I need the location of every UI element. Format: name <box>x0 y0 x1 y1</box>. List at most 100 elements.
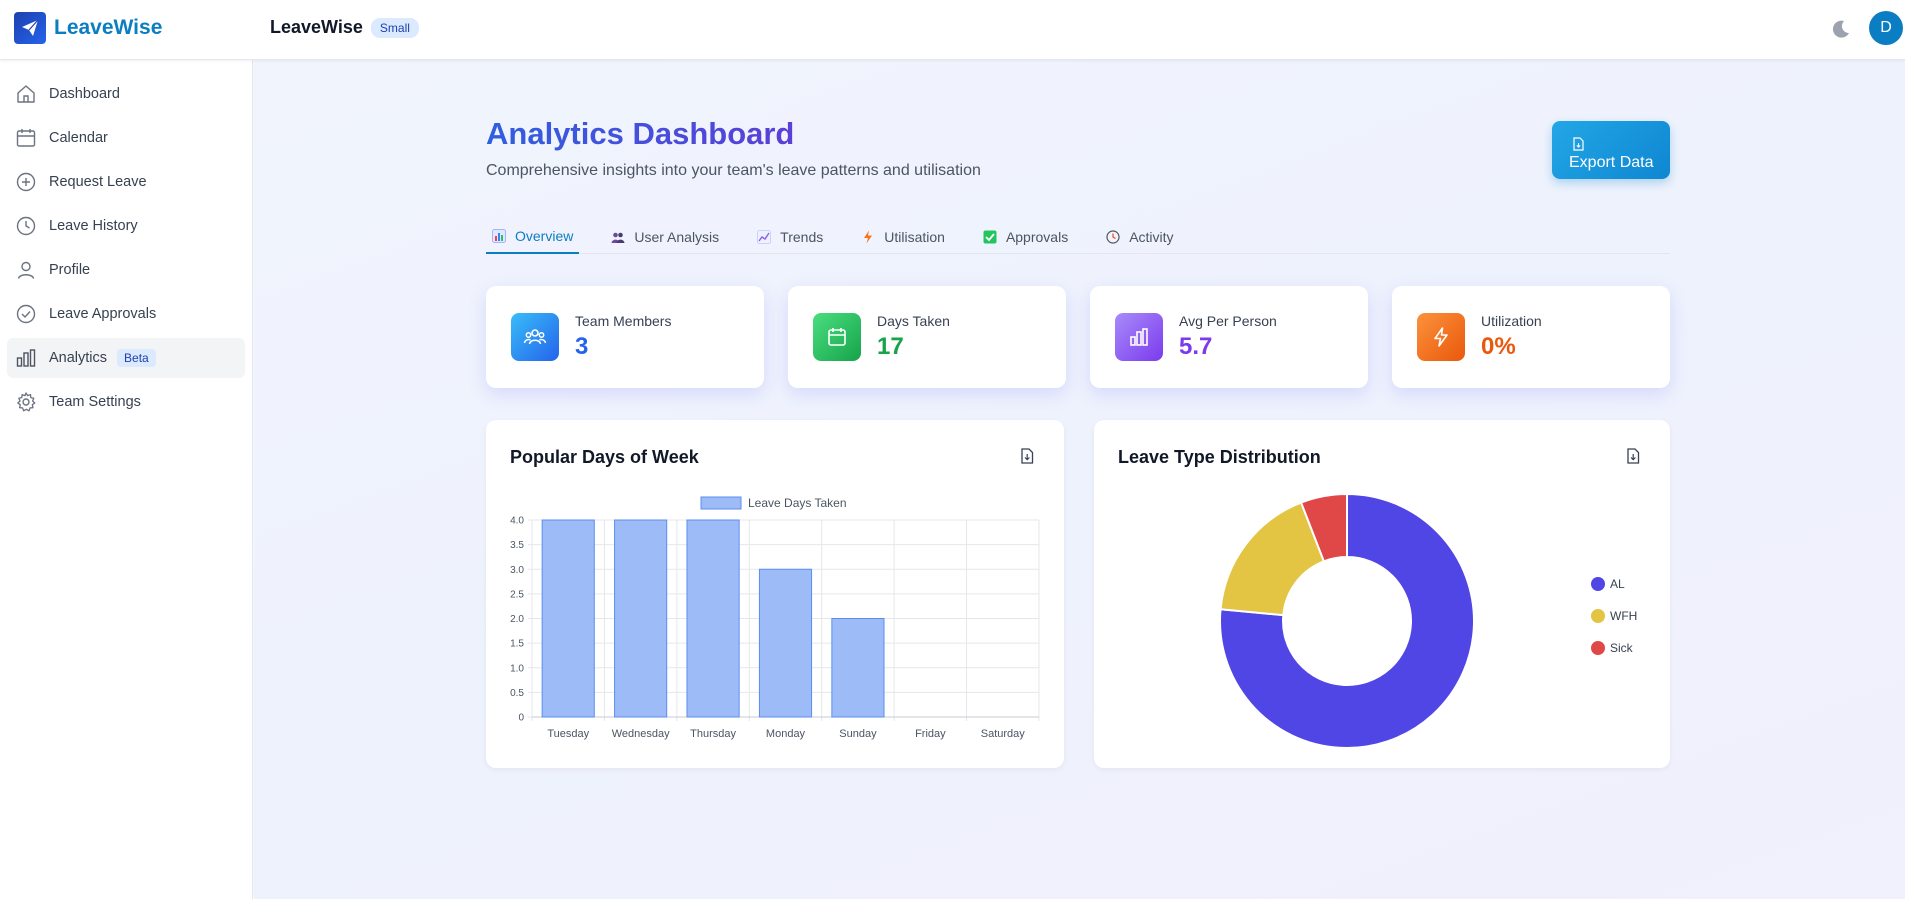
leave-type-panel: Leave Type Distribution AL WFH Sick <box>1094 420 1670 768</box>
donut-chart: AL WFH Sick <box>1219 492 1637 749</box>
legend-label: Sick <box>1610 641 1634 655</box>
clock-icon <box>16 216 36 236</box>
stat-card-utilization: Utilization 0% <box>1392 286 1670 388</box>
avatar[interactable]: D <box>1869 11 1903 45</box>
check-box-emoji-icon <box>983 230 997 244</box>
download-chart-icon[interactable] <box>1018 447 1036 465</box>
calendar-icon <box>16 129 36 147</box>
sidebar-item-profile[interactable]: Profile <box>7 250 245 290</box>
y-tick-label: 1.5 <box>510 639 524 650</box>
sidebar-item-request-leave[interactable]: Request Leave <box>7 162 245 202</box>
team-name: LeaveWise <box>270 17 363 37</box>
tab-label: User Analysis <box>634 229 720 245</box>
tab-label: Overview <box>515 228 574 244</box>
paper-plane-logo-icon <box>14 12 46 44</box>
stat-card-days-taken: Days Taken 17 <box>788 286 1066 388</box>
x-tick-label: Sunday <box>839 728 877 740</box>
download-chart-icon[interactable] <box>1624 447 1642 465</box>
analytics-tabs: Overview User Analysis Trends Utilisatio… <box>486 220 1670 254</box>
export-data-button[interactable]: Export Data <box>1552 121 1670 179</box>
tab-label: Activity <box>1129 229 1174 245</box>
home-icon <box>17 85 35 103</box>
legend-swatch <box>700 496 742 510</box>
x-tick-label: Saturday <box>981 728 1026 740</box>
stat-value: 3 <box>575 333 589 360</box>
tab-label: Trends <box>780 229 824 245</box>
tab-label: Approvals <box>1005 229 1069 245</box>
slice-sick <box>1299 492 1348 563</box>
stat-value: 17 <box>877 333 904 360</box>
sidebar-item-leave-approvals[interactable]: Leave Approvals <box>7 294 245 334</box>
stat-label: Team Members <box>575 313 672 329</box>
tab-activity[interactable]: Activity <box>1100 220 1179 254</box>
y-tick-label: 3.5 <box>510 540 524 551</box>
beta-badge: Beta <box>117 349 156 367</box>
x-tick-label: Friday <box>915 728 946 740</box>
sidebar-item-label: Calendar <box>49 130 108 146</box>
sidebar-item-dashboard[interactable]: Dashboard <box>7 74 245 114</box>
legend-label: WFH <box>1610 609 1637 623</box>
x-tick-label: Tuesday <box>547 728 589 740</box>
y-tick-label: 1.0 <box>510 663 524 674</box>
tab-user-analysis[interactable]: User Analysis <box>605 220 725 254</box>
check-circle-icon <box>16 304 36 324</box>
y-tick-label: 0.5 <box>510 688 524 699</box>
gear-icon <box>17 392 36 412</box>
legend-dot-wfh <box>1591 609 1605 623</box>
popular-days-panel: Popular Days of Week Leave Days Taken 0 0.… <box>486 420 1064 768</box>
y-tick-label: 3.0 <box>510 565 524 576</box>
sidebar-item-label: Request Leave <box>49 174 147 190</box>
sidebar: Dashboard Calendar Request Leave Leave H… <box>0 60 253 899</box>
bar-tuesday <box>541 519 595 718</box>
sidebar-item-analytics[interactable]: Analytics Beta <box>7 338 245 378</box>
export-data-label: Export Data <box>1569 154 1654 171</box>
stat-label: Utilization <box>1481 313 1542 329</box>
tab-utilisation[interactable]: Utilisation <box>855 220 951 254</box>
sidebar-item-label: Dashboard <box>49 86 120 102</box>
stat-label: Days Taken <box>877 313 950 329</box>
team-size-badge: Small <box>370 17 419 38</box>
x-tick-label: Monday <box>766 728 806 740</box>
sidebar-item-team-settings[interactable]: Team Settings <box>7 382 245 422</box>
clock-emoji-icon <box>1106 230 1120 244</box>
tab-approvals[interactable]: Approvals <box>977 220 1074 254</box>
x-tick-label: Wednesday <box>612 728 670 740</box>
stat-value: 5.7 <box>1179 333 1213 360</box>
calendar-icon <box>813 313 861 361</box>
moon-icon[interactable] <box>1830 18 1852 40</box>
top-bar: LeaveWise LeaveWise Small D <box>0 0 1905 60</box>
sidebar-item-label: Analytics <box>49 350 108 366</box>
plus-circle-icon <box>16 172 36 192</box>
stat-value: 0% <box>1481 333 1516 360</box>
stat-card-team-members: Team Members 3 <box>486 286 764 388</box>
lightning-emoji-icon <box>864 230 873 244</box>
stat-label: Avg Per Person <box>1179 313 1277 329</box>
lightning-icon <box>1417 313 1465 361</box>
sidebar-item-calendar[interactable]: Calendar <box>7 118 245 158</box>
slice-al <box>1219 492 1475 749</box>
chart-emoji-icon <box>492 229 506 243</box>
stat-card-avg-per-person: Avg Per Person 5.7 <box>1090 286 1368 388</box>
y-tick-label: 4.0 <box>510 516 524 527</box>
y-tick-label: 2.0 <box>510 614 524 625</box>
legend-label: Leave Days Taken <box>748 496 847 510</box>
page-subtitle: Comprehensive insights into your team's … <box>486 162 981 179</box>
page-title: Analytics Dashboard <box>486 116 795 151</box>
x-tick-label: Thursday <box>690 728 736 740</box>
tab-trends[interactable]: Trends <box>751 220 829 254</box>
y-tick-label: 0 <box>518 713 524 724</box>
team-header: LeaveWise Small <box>270 17 419 38</box>
legend-dot-sick <box>1591 641 1605 655</box>
legend-label: AL <box>1610 577 1625 591</box>
chart-title: Popular Days of Week <box>510 447 699 467</box>
file-download-icon <box>1573 137 1584 151</box>
legend-dot-al <box>1591 577 1605 591</box>
bar-sunday <box>831 618 885 718</box>
brand[interactable]: LeaveWise <box>14 12 162 44</box>
tab-overview[interactable]: Overview <box>486 220 580 254</box>
sidebar-item-leave-history[interactable]: Leave History <box>7 206 245 246</box>
user-icon <box>17 261 35 279</box>
sidebar-item-label: Leave Approvals <box>49 306 157 322</box>
bar-chart: Leave Days Taken 0 0.5 1.0 1.5 2.0 2.5 3.0 3.5 4.… <box>510 496 1040 740</box>
y-tick-label: 2.5 <box>510 589 524 600</box>
